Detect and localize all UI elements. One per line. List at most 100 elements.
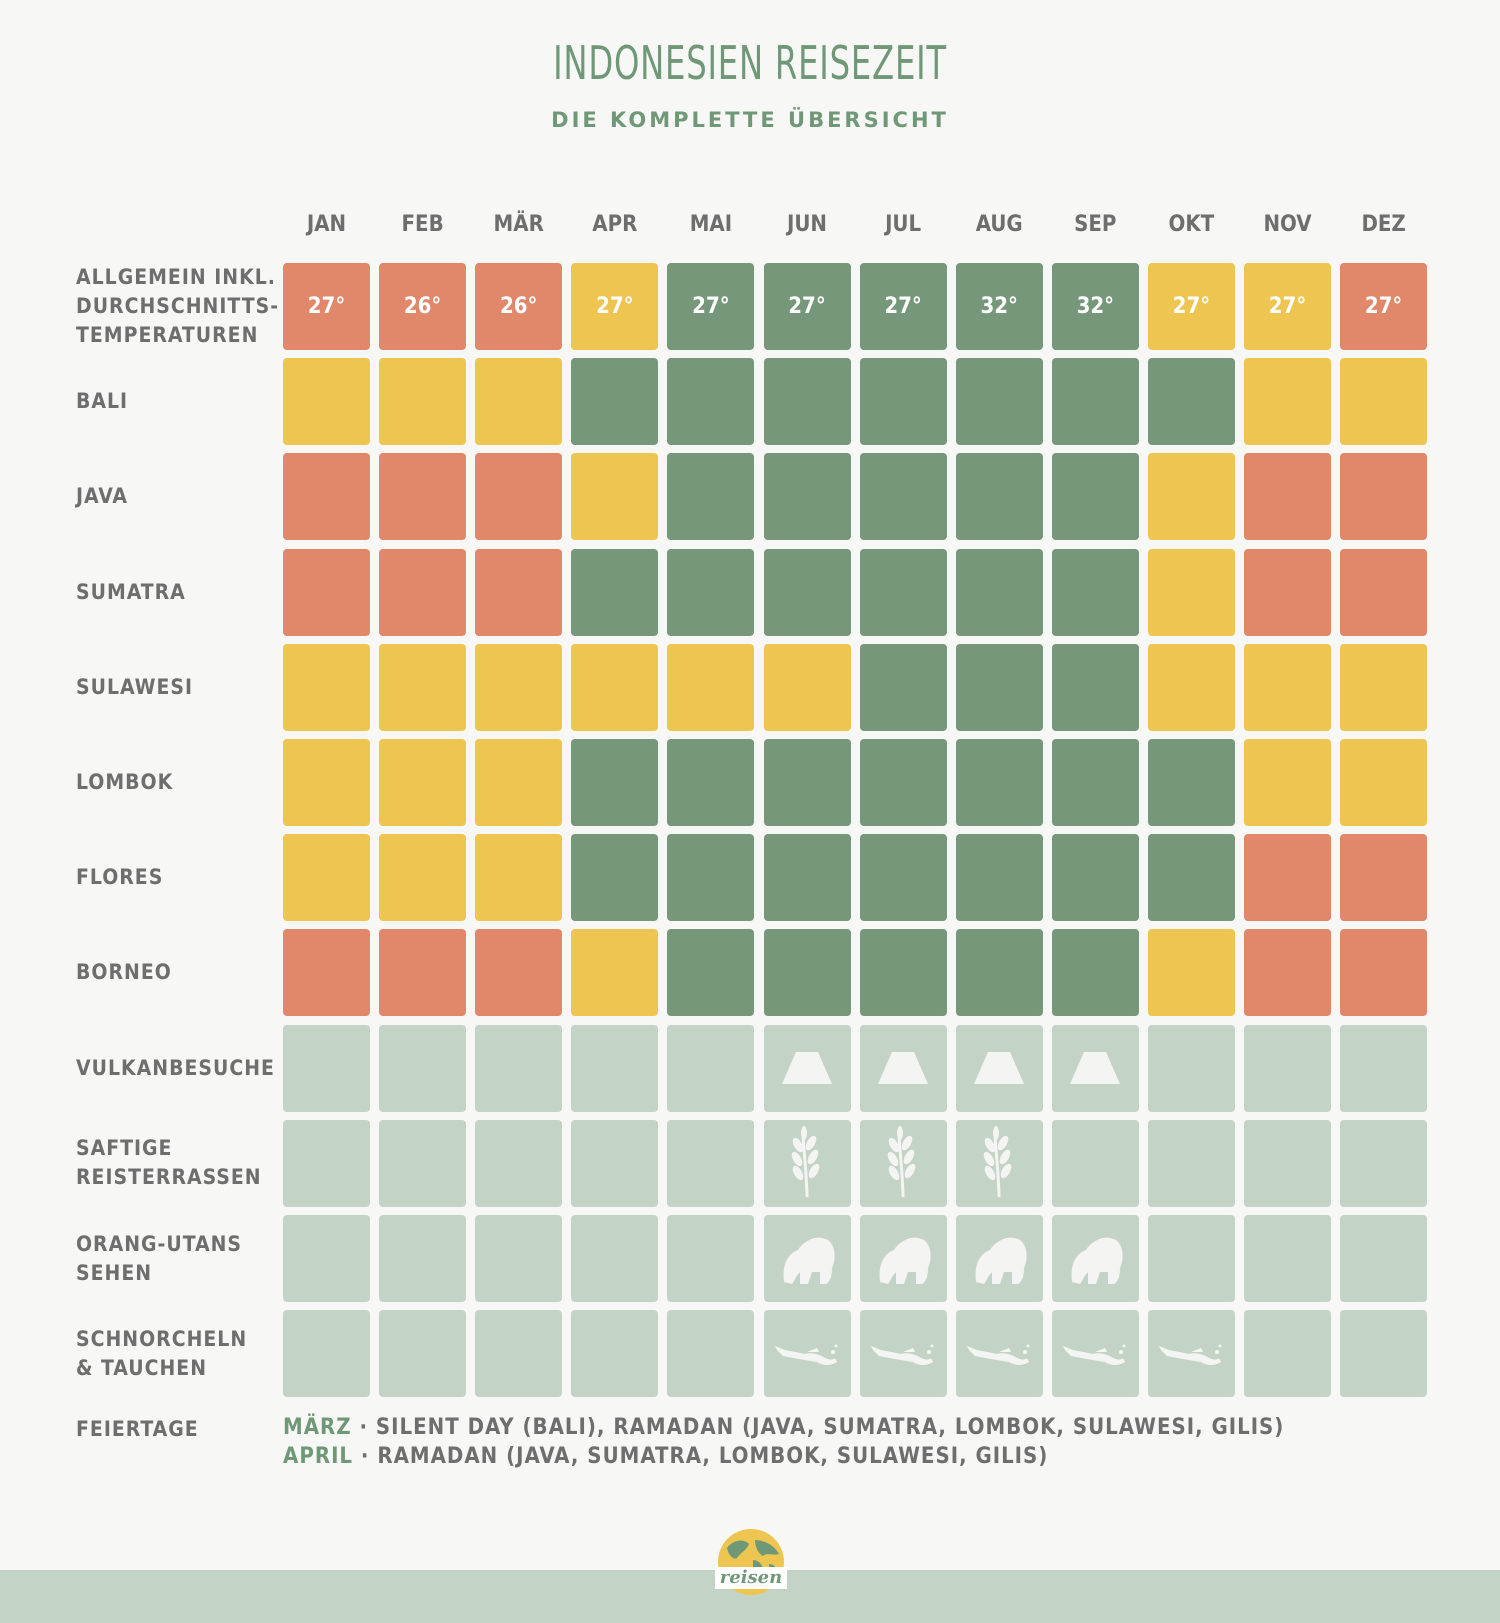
rating-cell	[1340, 929, 1428, 1017]
rating-cell	[859, 548, 947, 636]
diver-icon	[965, 1338, 1033, 1370]
activity-label-1-line: SAFTIGE	[76, 1136, 173, 1161]
rating-cell: 27°	[571, 263, 659, 350]
activity-cell	[283, 1215, 370, 1302]
rating-cell	[475, 643, 563, 731]
rice-plant-icon	[787, 1125, 827, 1201]
month-header-mär: MÄR	[493, 212, 544, 237]
activity-cell	[571, 1310, 659, 1398]
rating-cell: 32°	[1051, 263, 1139, 350]
rating-cell: 27°	[1244, 263, 1331, 350]
diver-icon	[1157, 1338, 1225, 1370]
row-label-6-line: FLORES	[76, 865, 164, 890]
activity-cell	[379, 1119, 467, 1207]
logo-text: reisen	[715, 1567, 787, 1589]
activity-cell	[475, 1024, 563, 1112]
rating-cell	[1147, 929, 1235, 1017]
activity-cell	[379, 1215, 467, 1302]
rating-cell	[379, 834, 467, 922]
rating-cell	[667, 929, 755, 1017]
row-label-2: JAVA	[76, 482, 128, 511]
rating-cell	[1051, 453, 1139, 541]
activity-cell	[859, 1310, 947, 1398]
rating-cell	[571, 929, 659, 1017]
month-header-sep: SEP	[1074, 212, 1117, 237]
rating-cell	[1051, 358, 1139, 446]
month-header-nov: NOV	[1263, 212, 1312, 237]
activity-cell	[1340, 1215, 1428, 1302]
row-label-7-line: BORNEO	[76, 960, 172, 985]
rating-cell	[283, 643, 370, 731]
activity-cell	[667, 1310, 755, 1398]
row-label-2-line: JAVA	[76, 484, 129, 509]
rating-cell	[283, 739, 370, 826]
rating-cell	[571, 834, 659, 922]
rating-cell	[379, 548, 467, 636]
rating-cell	[859, 358, 947, 446]
activity-cell	[955, 1310, 1043, 1398]
rating-cell	[1244, 929, 1331, 1017]
activity-label-0: VULKANBESUCHE	[76, 1054, 275, 1083]
activity-cell	[763, 1310, 851, 1398]
diver-icon	[869, 1338, 937, 1370]
activity-cell	[859, 1024, 947, 1112]
rating-cell	[1340, 739, 1428, 826]
rating-cell	[667, 548, 755, 636]
activity-cell	[955, 1215, 1043, 1302]
orangutan-icon	[1066, 1232, 1124, 1286]
holiday-text: · RAMADAN (JAVA, SUMATRA, LOMBOK, SULAWE…	[353, 1444, 1049, 1469]
activity-cell	[475, 1119, 563, 1207]
activity-cell	[859, 1119, 947, 1207]
rating-cell	[859, 739, 947, 826]
rating-cell	[1147, 453, 1235, 541]
rating-cell	[859, 643, 947, 731]
activity-cell	[667, 1119, 755, 1207]
rating-cell	[667, 358, 755, 446]
rating-cell: 27°	[667, 263, 755, 350]
activity-cell	[1051, 1215, 1139, 1302]
rating-cell	[1051, 834, 1139, 922]
rating-cell	[667, 643, 755, 731]
activity-label-1-line: REISTERRASSEN	[76, 1165, 262, 1190]
row-label-0-line: DURCHSCHNITTS-	[76, 294, 280, 318]
rating-cell	[475, 834, 563, 922]
activity-cell	[1147, 1024, 1235, 1112]
rating-cell	[955, 643, 1043, 731]
rating-cell: 27°	[763, 263, 851, 350]
rating-cell	[1340, 834, 1428, 922]
activity-cell	[283, 1310, 370, 1398]
rating-cell	[1147, 548, 1235, 636]
rating-cell	[1244, 834, 1331, 922]
row-label-5: LOMBOK	[76, 768, 173, 797]
page-subtitle: DIE KOMPLETTE ÜBERSICHT	[551, 108, 949, 132]
month-header-okt: OKT	[1168, 212, 1215, 237]
activity-cell	[283, 1024, 370, 1112]
rice-plant-icon	[883, 1125, 923, 1201]
row-label-1-line: BALI	[76, 389, 129, 414]
row-label-4-line: SULAWESI	[76, 674, 194, 699]
rating-cell	[763, 834, 851, 922]
rating-cell	[571, 453, 659, 541]
activity-cell	[1147, 1215, 1235, 1302]
rating-cell	[859, 929, 947, 1017]
rating-cell	[667, 739, 755, 826]
month-header-apr: APR	[592, 212, 638, 237]
page-title: INDONESIEN REISEZEIT	[553, 36, 947, 90]
row-label-6: FLORES	[76, 863, 163, 892]
holiday-month: MÄRZ	[283, 1415, 352, 1440]
activity-cell	[1244, 1024, 1331, 1112]
rating-cell	[955, 739, 1043, 826]
activity-cell	[1147, 1119, 1235, 1207]
orangutan-icon	[778, 1232, 836, 1286]
activity-label-2: ORANG-UTANS SEHEN	[76, 1230, 242, 1288]
activity-cell	[1340, 1024, 1428, 1112]
rating-cell	[571, 358, 659, 446]
row-label-0-line: TEMPERATUREN	[76, 323, 259, 347]
rating-cell	[379, 739, 467, 826]
month-header-jul: JUL	[885, 212, 922, 237]
rating-cell	[571, 643, 659, 731]
rating-cell	[763, 739, 851, 826]
holiday-month: APRIL	[283, 1444, 354, 1469]
rating-cell: 26°	[475, 263, 563, 350]
holiday-text: · SILENT DAY (BALI), RAMADAN (JAVA, SUMA…	[351, 1415, 1285, 1440]
